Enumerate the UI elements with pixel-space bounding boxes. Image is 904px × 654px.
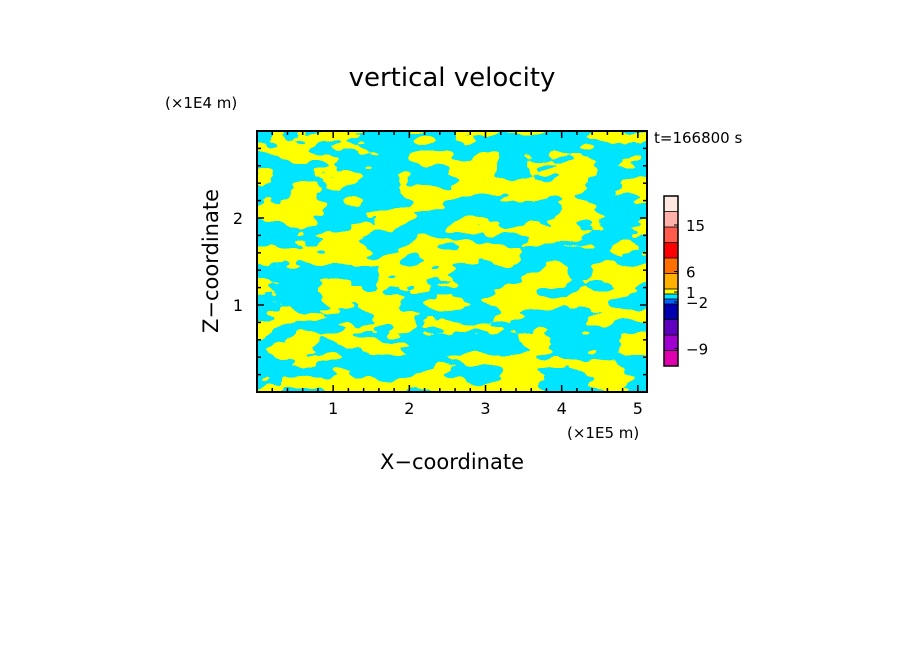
x-tick-label: 5 bbox=[633, 399, 643, 418]
colorbar-swatch bbox=[664, 211, 678, 227]
colorbar-swatch bbox=[664, 335, 678, 351]
y-unit-label: (×1E4 m) bbox=[165, 94, 237, 112]
heatmap-field bbox=[257, 131, 647, 392]
colorbar-swatch bbox=[664, 242, 678, 258]
colorbar-label: 15 bbox=[686, 217, 705, 235]
colorbar-label: −2 bbox=[686, 294, 708, 312]
colorbar: 15 6 1−2 −9 bbox=[663, 195, 708, 367]
colorbar-frame bbox=[663, 195, 679, 367]
plot-frame bbox=[256, 130, 648, 393]
colorbar-swatch bbox=[664, 196, 678, 212]
time-label: t=166800 s bbox=[654, 129, 742, 147]
x-tick-label: 1 bbox=[328, 399, 338, 418]
colorbar-label: 6 bbox=[686, 264, 696, 282]
y-tick-label: 2 bbox=[233, 209, 243, 228]
x-tick-label: 3 bbox=[480, 399, 490, 418]
x-tick-label: 2 bbox=[404, 399, 414, 418]
colorbar-swatch bbox=[664, 294, 678, 299]
chart-title: vertical velocity bbox=[349, 63, 556, 93]
y-tick-label: 1 bbox=[233, 296, 243, 315]
colorbar-swatch bbox=[664, 350, 678, 366]
colorbar-label: 1 bbox=[686, 284, 696, 302]
x-axis: 1 2 3 4 5 bbox=[271, 131, 643, 418]
y-axis-label: Z−coordinate bbox=[199, 189, 223, 333]
heatmap-positive-regions bbox=[257, 131, 647, 392]
colorbar-swatch bbox=[664, 304, 678, 320]
x-axis-label: X−coordinate bbox=[380, 450, 524, 474]
colorbar-swatch bbox=[664, 227, 678, 243]
colorbar-swatch bbox=[664, 258, 678, 274]
colorbar-label: −9 bbox=[686, 341, 708, 359]
colorbar-swatch bbox=[664, 289, 678, 294]
colorbar-swatch bbox=[664, 273, 678, 289]
colorbar-swatch bbox=[664, 319, 678, 335]
y-axis: 12 bbox=[233, 147, 647, 376]
colorbar-swatch bbox=[664, 299, 678, 304]
x-tick-label: 4 bbox=[557, 399, 567, 418]
x-unit-label: (×1E5 m) bbox=[567, 424, 639, 442]
